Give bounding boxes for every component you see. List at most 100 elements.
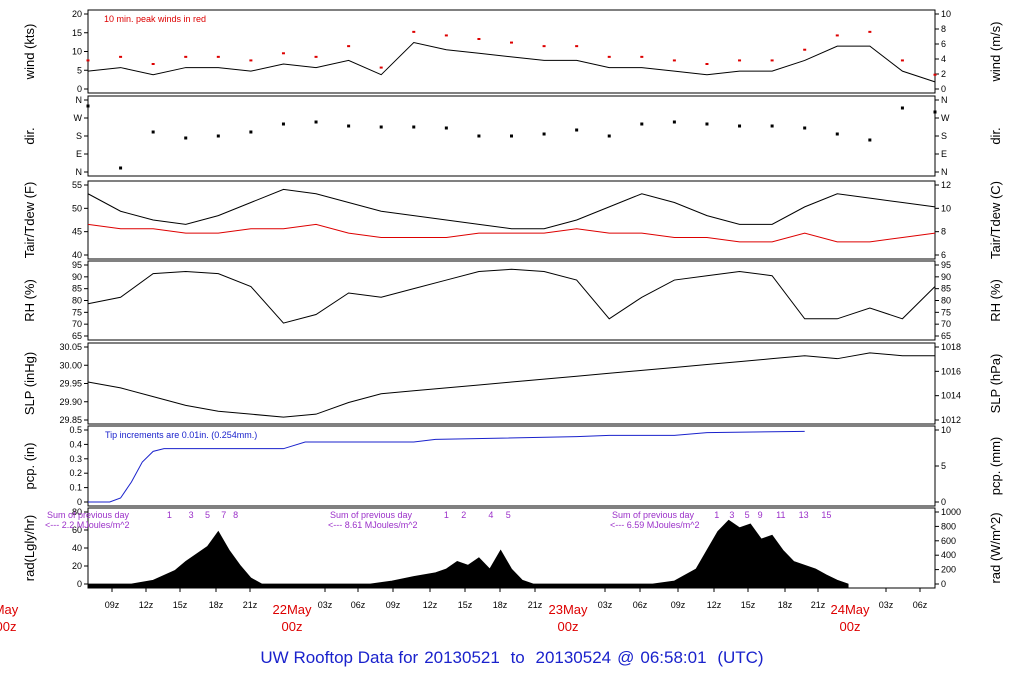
series-line bbox=[87, 268, 936, 324]
time-tick-label: 03z bbox=[318, 600, 333, 610]
peak-wind-point bbox=[803, 48, 807, 51]
footer-timezone: (UTC) bbox=[717, 648, 764, 667]
panel-ylabel-right: rad (W/m^2) bbox=[988, 512, 1003, 583]
time-tick-label: 18z bbox=[778, 600, 793, 610]
hour-marker: 8 bbox=[233, 510, 238, 520]
tick-label-left: 55 bbox=[72, 180, 82, 190]
tick-label-right: 8 bbox=[941, 24, 946, 34]
panel-frame bbox=[87, 180, 936, 260]
series-line bbox=[87, 223, 936, 243]
hour-marker: 13 bbox=[799, 510, 809, 520]
tick-label-right: E bbox=[941, 149, 947, 159]
series-line bbox=[87, 352, 935, 418]
time-tick-label: 15z bbox=[458, 600, 473, 610]
peak-wind-point bbox=[705, 63, 709, 65]
time-tick-label: 12z bbox=[423, 600, 438, 610]
tick-label-right: 8 bbox=[941, 227, 946, 237]
day-sum-value: <--- 8.61 MJoules/m^2 bbox=[328, 520, 418, 530]
tick-label-right: 1012 bbox=[941, 415, 961, 425]
tick-label-right: 400 bbox=[941, 550, 956, 560]
tick-label-right: 1000 bbox=[941, 507, 961, 517]
time-tick-label: 06z bbox=[351, 600, 366, 610]
tick-label-left: E bbox=[76, 149, 82, 159]
panel-ylabel-left: SLP (inHg) bbox=[22, 352, 37, 415]
tick-label-left: 0.4 bbox=[69, 439, 82, 449]
day-sum-label: Sum of previous day bbox=[47, 510, 130, 520]
footer-to: to bbox=[510, 648, 525, 667]
panel-ylabel-right: SLP (hPa) bbox=[988, 354, 1003, 414]
panel-frame bbox=[87, 260, 936, 341]
panel-ylabel-left: rad(Lgly/hr) bbox=[22, 515, 37, 581]
tick-label-left: 40 bbox=[72, 543, 82, 553]
tick-label-right: 80 bbox=[941, 296, 951, 306]
peak-wind-point bbox=[412, 30, 416, 33]
dir-point bbox=[86, 104, 90, 108]
tick-label-right: 2 bbox=[941, 69, 946, 79]
tick-label-right: S bbox=[941, 131, 947, 141]
tick-label-left: 80 bbox=[72, 296, 82, 306]
time-tick-label: 09z bbox=[671, 600, 686, 610]
hour-marker: 1 bbox=[444, 510, 449, 520]
peak-wind-point bbox=[347, 45, 351, 48]
tick-label-right: 70 bbox=[941, 319, 951, 329]
dir-point bbox=[249, 130, 253, 134]
day-sum-value: <--- 6.59 MJoules/m^2 bbox=[610, 520, 700, 530]
rad-area bbox=[87, 519, 849, 589]
peak-wind-point bbox=[770, 59, 774, 62]
panel-ylabel-left: Tair/Tdew (F) bbox=[22, 182, 37, 259]
chart-footer: UW Rooftop Data for 20130521 to 20130524 @… bbox=[0, 648, 1024, 668]
peak-wind-point bbox=[249, 59, 253, 62]
dir-point bbox=[770, 124, 774, 128]
time-tick-label: 21z bbox=[528, 600, 543, 610]
time-tick-label: 21z bbox=[811, 600, 826, 610]
peak-wind-point bbox=[738, 59, 742, 62]
footer-time: 06:58:01 bbox=[640, 648, 707, 667]
peak-wind-point bbox=[119, 55, 123, 58]
tick-label-left: 95 bbox=[72, 260, 82, 270]
tick-label-right: 1018 bbox=[941, 342, 961, 352]
hour-marker: 5 bbox=[745, 510, 750, 520]
tick-label-left: 0.2 bbox=[69, 468, 82, 478]
day-sum-label: Sum of previous day bbox=[612, 510, 695, 520]
tick-label-left: 90 bbox=[72, 272, 82, 282]
tick-label-left: 30.00 bbox=[59, 360, 82, 370]
time-tick-label: 03z bbox=[879, 600, 894, 610]
dir-point bbox=[738, 124, 742, 128]
panel-ylabel-right: Tair/Tdew (C) bbox=[988, 181, 1003, 259]
peak-wind-point bbox=[575, 45, 579, 48]
panel-ylabel-left: pcp. (in) bbox=[22, 443, 37, 490]
peak-wind-point bbox=[900, 59, 904, 62]
tick-label-right: 95 bbox=[941, 260, 951, 270]
tick-label-right: 800 bbox=[941, 521, 956, 531]
tick-label-left: 40 bbox=[72, 250, 82, 260]
panel-ylabel-left: dir. bbox=[22, 127, 37, 144]
series-line bbox=[87, 42, 936, 83]
tick-label-right: 6 bbox=[941, 250, 946, 260]
dir-point bbox=[607, 134, 611, 138]
panel-ylabel-left: RH (%) bbox=[22, 279, 37, 322]
tick-label-left: 70 bbox=[72, 319, 82, 329]
time-tick-label: 06z bbox=[913, 600, 928, 610]
tick-label-right: W bbox=[941, 113, 950, 123]
tick-label-right: 75 bbox=[941, 307, 951, 317]
tick-label-right: 85 bbox=[941, 284, 951, 294]
dir-point bbox=[444, 126, 448, 130]
tick-label-right: 5 bbox=[941, 461, 946, 471]
panel-temp: Tair/Tdew (F) Tair/Tdew (C) 40 45 50 55 6 8 10 12 bbox=[22, 180, 1003, 260]
tick-label-right: 600 bbox=[941, 536, 956, 546]
peak-wind-point bbox=[184, 55, 188, 58]
dir-point bbox=[216, 134, 220, 138]
peak-wind-point bbox=[933, 73, 937, 76]
dir-point bbox=[835, 132, 839, 136]
dir-point bbox=[510, 134, 513, 138]
tick-label-left: 85 bbox=[72, 284, 82, 294]
tick-label-left: W bbox=[74, 113, 83, 123]
dir-point bbox=[705, 122, 709, 126]
tick-label-left: 80 bbox=[72, 507, 82, 517]
dir-point bbox=[868, 138, 872, 142]
peak-wind-point bbox=[510, 41, 513, 44]
time-tick-label: 12z bbox=[139, 600, 154, 610]
time-axis: 09z 12z 15z 18z 21z 03z 06z 09z 12z 15z 18z 21z 03z 0… bbox=[0, 588, 928, 634]
